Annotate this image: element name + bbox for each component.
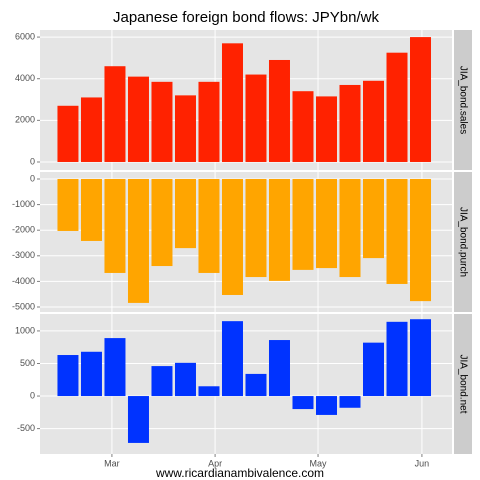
bar	[198, 178, 220, 273]
bar	[221, 178, 243, 295]
bar	[127, 396, 149, 443]
bar	[410, 319, 432, 397]
caption: www.ricardianambivalence.com	[155, 466, 324, 480]
bar	[151, 178, 173, 267]
bar	[363, 342, 385, 397]
y-tick-label: 0	[30, 390, 35, 400]
bar	[386, 178, 408, 284]
bar	[386, 52, 408, 162]
x-tick-label: Apr	[208, 458, 222, 468]
bar	[151, 366, 173, 397]
bar	[104, 178, 126, 273]
y-tick-label: -1000	[12, 199, 35, 209]
bar	[57, 355, 79, 397]
x-tick-label: Jun	[415, 458, 430, 468]
bar	[80, 178, 102, 241]
bar	[245, 178, 267, 278]
bar	[268, 340, 290, 397]
bar	[339, 396, 361, 408]
bar	[57, 105, 79, 162]
bar	[104, 338, 126, 397]
y-tick-label: 4000	[15, 73, 35, 83]
bar	[339, 178, 361, 278]
strip-background	[454, 30, 472, 170]
bar	[315, 178, 337, 269]
strip-label: JIA_bond.net	[457, 355, 468, 414]
strip-background	[454, 314, 472, 454]
bar	[221, 43, 243, 162]
y-tick-label: 2000	[15, 115, 35, 125]
bar	[315, 396, 337, 415]
y-tick-label: 0	[30, 173, 35, 183]
bar	[174, 178, 196, 249]
x-tick-label: Mar	[104, 458, 120, 468]
bar	[268, 59, 290, 162]
y-tick-label: 500	[20, 358, 35, 368]
bar	[198, 81, 220, 162]
bar	[104, 66, 126, 162]
bar	[363, 80, 385, 162]
bar	[292, 178, 314, 270]
bar	[174, 95, 196, 162]
bar	[410, 178, 432, 302]
chart-title: Japanese foreign bond flows: JPYbn/wk	[113, 9, 379, 26]
y-tick-label: -2000	[12, 225, 35, 235]
bar	[245, 373, 267, 397]
bar	[127, 178, 149, 303]
bar	[292, 396, 314, 410]
bar	[268, 178, 290, 281]
bar	[410, 37, 432, 162]
bar	[151, 81, 173, 162]
bar	[245, 74, 267, 162]
y-tick-label: -4000	[12, 276, 35, 286]
bar	[339, 84, 361, 162]
strip-label: JIA_bond.purch	[457, 207, 468, 277]
bar	[221, 321, 243, 397]
y-tick-label: 6000	[15, 31, 35, 41]
bar	[315, 96, 337, 162]
y-tick-label: -500	[17, 423, 35, 433]
y-tick-label: -3000	[12, 250, 35, 260]
bar	[80, 97, 102, 162]
y-tick-label: -5000	[12, 301, 35, 311]
bar	[292, 91, 314, 162]
bar	[127, 76, 149, 162]
bar	[198, 386, 220, 397]
y-tick-label: 0	[30, 156, 35, 166]
bar	[57, 178, 79, 231]
strip-label: JIA_bond.sales	[457, 66, 468, 134]
bar	[80, 351, 102, 397]
bar	[363, 178, 385, 259]
bar	[174, 362, 196, 397]
x-tick-label: May	[310, 458, 328, 468]
strip-background	[454, 172, 472, 312]
bar	[386, 321, 408, 397]
y-tick-label: 1000	[15, 325, 35, 335]
